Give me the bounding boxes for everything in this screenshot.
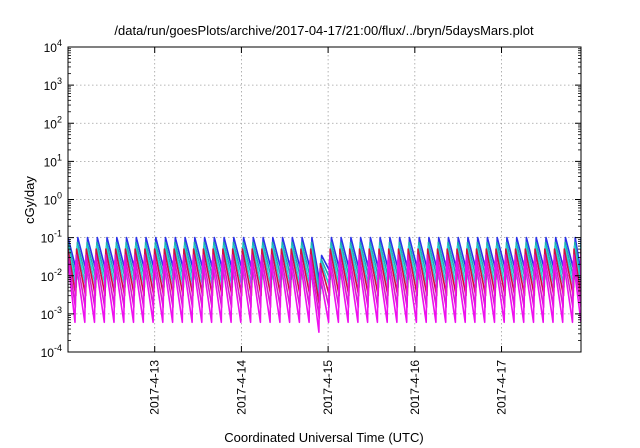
y-axis-label: cGy/day [22,176,37,224]
series-line-6 [68,259,581,333]
y-tick-label: 102 [44,114,62,131]
y-tick-label: 10-1 [41,229,62,246]
x-axis-label: Coordinated Universal Time (UTC) [224,430,423,445]
x-tick-label: 2017-4-15 [321,360,335,415]
chart-title: /data/run/goesPlots/archive/2017-04-17/2… [114,23,534,38]
y-tick-label: 101 [44,152,62,169]
y-tick-label: 103 [44,76,62,93]
x-axis: 2017-4-13 2017-4-14 2017-4-15 2017-4-16 2017… [148,47,509,415]
x-tick-label: 2017-4-14 [234,360,248,415]
y-tick-label: 10-3 [41,305,62,322]
x-tick-label: 2017-4-16 [408,360,422,415]
x-tick-label: 2017-4-17 [495,360,509,415]
y-axis: 10-4 10-3 10-2 10-1 100 101 102 103 104 [41,38,581,360]
y-tick-label: 10-2 [41,267,62,284]
series-layer [68,236,581,333]
y-tick-label: 10-4 [41,343,62,360]
x-tick-label: 2017-4-13 [148,360,162,415]
y-tick-label: 104 [44,38,62,55]
y-tick-label: 100 [44,191,62,208]
